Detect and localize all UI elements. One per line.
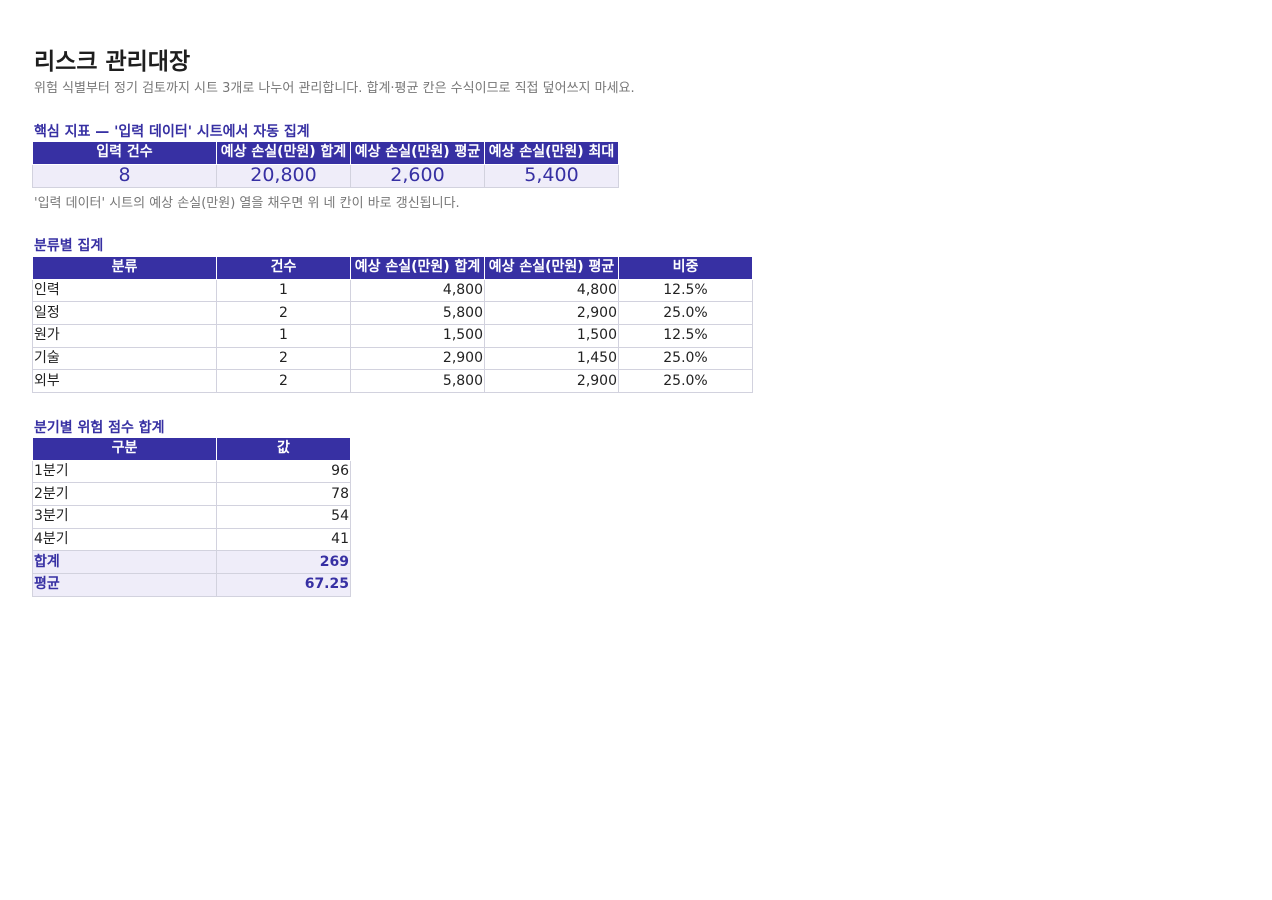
category-table: 분류 건수 예상 손실(만원) 합계 예상 손실(만원) 평균 비중 인력 1 4,800 4,… — [32, 256, 753, 394]
cell: 2 — [216, 346, 351, 371]
kpi-table: 입력 건수 예상 손실(만원) 합계 예상 손실(만원) 평균 예상 손실(만원) 최… — [32, 141, 619, 188]
data-row: 1분기 96 — [32, 459, 351, 484]
cell: 12.5% — [618, 324, 753, 348]
cell: 인력 — [32, 278, 217, 303]
header-cell: 건수 — [216, 256, 351, 280]
kpi-value: 8 — [32, 163, 217, 188]
quarter-table: 구분 값 1분기 96 2분기 78 3분기 54 4분기 41 합계 269 평균 67.25 — [32, 437, 351, 597]
summary-row: 합계 269 — [32, 550, 351, 575]
kpi-value: 20,800 — [216, 163, 351, 188]
page-title: 리스크 관리대장 — [34, 49, 191, 75]
cell: 4,800 — [484, 278, 619, 303]
cell: 1,500 — [484, 324, 619, 348]
cell: 25.0% — [618, 346, 753, 371]
cell: 1 — [216, 324, 351, 348]
summary-cell: 269 — [216, 550, 351, 575]
data-row: 3분기 54 — [32, 505, 351, 529]
header-cell: 예상 손실(만원) 합계 — [350, 256, 485, 280]
cell: 2분기 — [32, 482, 217, 507]
header-cell: 구분 — [32, 437, 217, 461]
note: '입력 데이터' 시트의 예상 손실(만원) 열을 채우면 위 네 칸이 바로 … — [34, 196, 460, 211]
cell: 41 — [216, 527, 351, 552]
data-row: 외부 2 5,800 2,900 25.0% — [32, 369, 753, 394]
cell: 25.0% — [618, 301, 753, 326]
cell: 5,800 — [350, 301, 485, 326]
cell: 2,900 — [350, 346, 485, 371]
data-row: 2분기 78 — [32, 482, 351, 507]
header-cell: 예상 손실(만원) 합계 — [216, 141, 351, 165]
header-cell: 입력 건수 — [32, 141, 217, 165]
cell: 원가 — [32, 324, 217, 348]
section-heading: 분류별 집계 — [34, 238, 104, 254]
summary-row: 평균 67.25 — [32, 573, 351, 597]
header-cell: 값 — [216, 437, 351, 461]
header-row: 구분 값 — [32, 437, 351, 461]
header-cell: 예상 손실(만원) 최대 — [484, 141, 619, 165]
summary-cell: 합계 — [32, 550, 217, 575]
kpi-value: 2,600 — [350, 163, 485, 188]
cell: 5,800 — [350, 369, 485, 394]
header-cell: 예상 손실(만원) 평균 — [484, 256, 619, 280]
cell: 2,900 — [484, 369, 619, 394]
value-row: 8 20,800 2,600 5,400 — [32, 163, 619, 188]
data-row: 원가 1 1,500 1,500 12.5% — [32, 324, 753, 348]
cell: 2,900 — [484, 301, 619, 326]
subtitle: 위험 식별부터 정기 검토까지 시트 3개로 나누어 관리합니다. 합계·평균 … — [34, 81, 635, 96]
summary-cell: 67.25 — [216, 573, 351, 597]
data-row: 일정 2 5,800 2,900 25.0% — [32, 301, 753, 326]
header-cell: 분류 — [32, 256, 217, 280]
header-row: 분류 건수 예상 손실(만원) 합계 예상 손실(만원) 평균 비중 — [32, 256, 753, 280]
cell: 96 — [216, 459, 351, 484]
summary-cell: 평균 — [32, 573, 217, 597]
cell: 4,800 — [350, 278, 485, 303]
cell: 외부 — [32, 369, 217, 394]
kpi-value: 5,400 — [484, 163, 619, 188]
cell: 78 — [216, 482, 351, 507]
data-row: 4분기 41 — [32, 527, 351, 552]
cell: 2 — [216, 369, 351, 394]
cell: 2 — [216, 301, 351, 326]
cell: 1,500 — [350, 324, 485, 348]
cell: 일정 — [32, 301, 217, 326]
cell: 3분기 — [32, 505, 217, 529]
header-cell: 비중 — [618, 256, 753, 280]
cell: 4분기 — [32, 527, 217, 552]
header-row: 입력 건수 예상 손실(만원) 합계 예상 손실(만원) 평균 예상 손실(만원) 최… — [32, 141, 619, 165]
section-heading: 분기별 위험 점수 합계 — [34, 420, 165, 436]
cell: 1분기 — [32, 459, 217, 484]
header-cell: 예상 손실(만원) 평균 — [350, 141, 485, 165]
data-row: 인력 1 4,800 4,800 12.5% — [32, 278, 753, 303]
cell: 12.5% — [618, 278, 753, 303]
section-heading: 핵심 지표 — '입력 데이터' 시트에서 자동 집계 — [34, 124, 310, 140]
cell: 54 — [216, 505, 351, 529]
cell: 1,450 — [484, 346, 619, 371]
cell: 1 — [216, 278, 351, 303]
cell: 25.0% — [618, 369, 753, 394]
data-row: 기술 2 2,900 1,450 25.0% — [32, 346, 753, 371]
cell: 기술 — [32, 346, 217, 371]
